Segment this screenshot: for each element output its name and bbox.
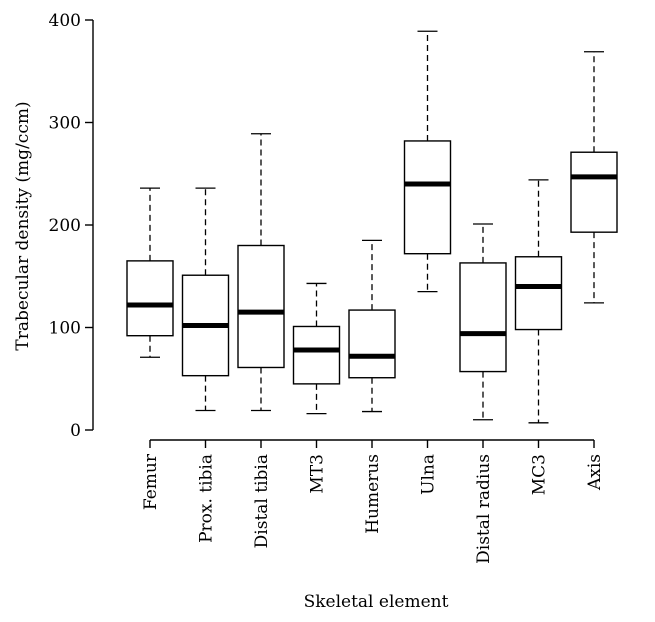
x-tick-label: Ulna	[419, 454, 439, 495]
x-tick-label: Axis	[585, 454, 605, 491]
y-tick-label: 400	[49, 11, 81, 31]
iqr-box	[403, 140, 452, 255]
box-prox-tibia	[181, 187, 230, 412]
plot-area	[126, 30, 618, 424]
y-tick-label: 200	[49, 216, 81, 236]
box-mc3	[514, 179, 563, 424]
y-axis-title: Trabecular density (mg/ccm)	[13, 101, 33, 350]
box-ulna	[403, 30, 452, 293]
x-axis-title: Skeletal element	[304, 592, 449, 612]
box-distal-radius	[459, 223, 507, 421]
iqr-box	[126, 260, 174, 337]
x-tick-label: Humerus	[363, 454, 383, 534]
x-tick-label: Distal tibia	[252, 454, 272, 548]
y-axis: 0 100 200 300 400	[49, 11, 94, 441]
iqr-box	[292, 325, 341, 385]
iqr-box	[459, 262, 507, 373]
x-tick-label: Prox. tibia	[197, 454, 217, 543]
box-axis	[570, 51, 618, 304]
x-tick-label: MT3	[308, 454, 328, 494]
x-tick-label: Distal radius	[474, 454, 494, 564]
x-tick-label: MC3	[530, 454, 550, 495]
y-tick-label: 300	[49, 114, 81, 134]
box-distal-tibia	[237, 133, 285, 412]
y-tick-label: 100	[49, 319, 81, 339]
box-mt3	[292, 282, 341, 415]
box-femur	[126, 187, 174, 358]
iqr-box	[570, 151, 618, 233]
x-tick-label: Femur	[141, 453, 161, 510]
iqr-box	[514, 256, 563, 331]
box-humerus	[348, 239, 396, 413]
x-axis: Femur Prox. tibia Distal tibia MT3 Humerus Ul…	[141, 439, 605, 564]
iqr-box	[348, 309, 396, 379]
iqr-box	[237, 244, 285, 369]
y-tick-label: 0	[70, 421, 81, 441]
